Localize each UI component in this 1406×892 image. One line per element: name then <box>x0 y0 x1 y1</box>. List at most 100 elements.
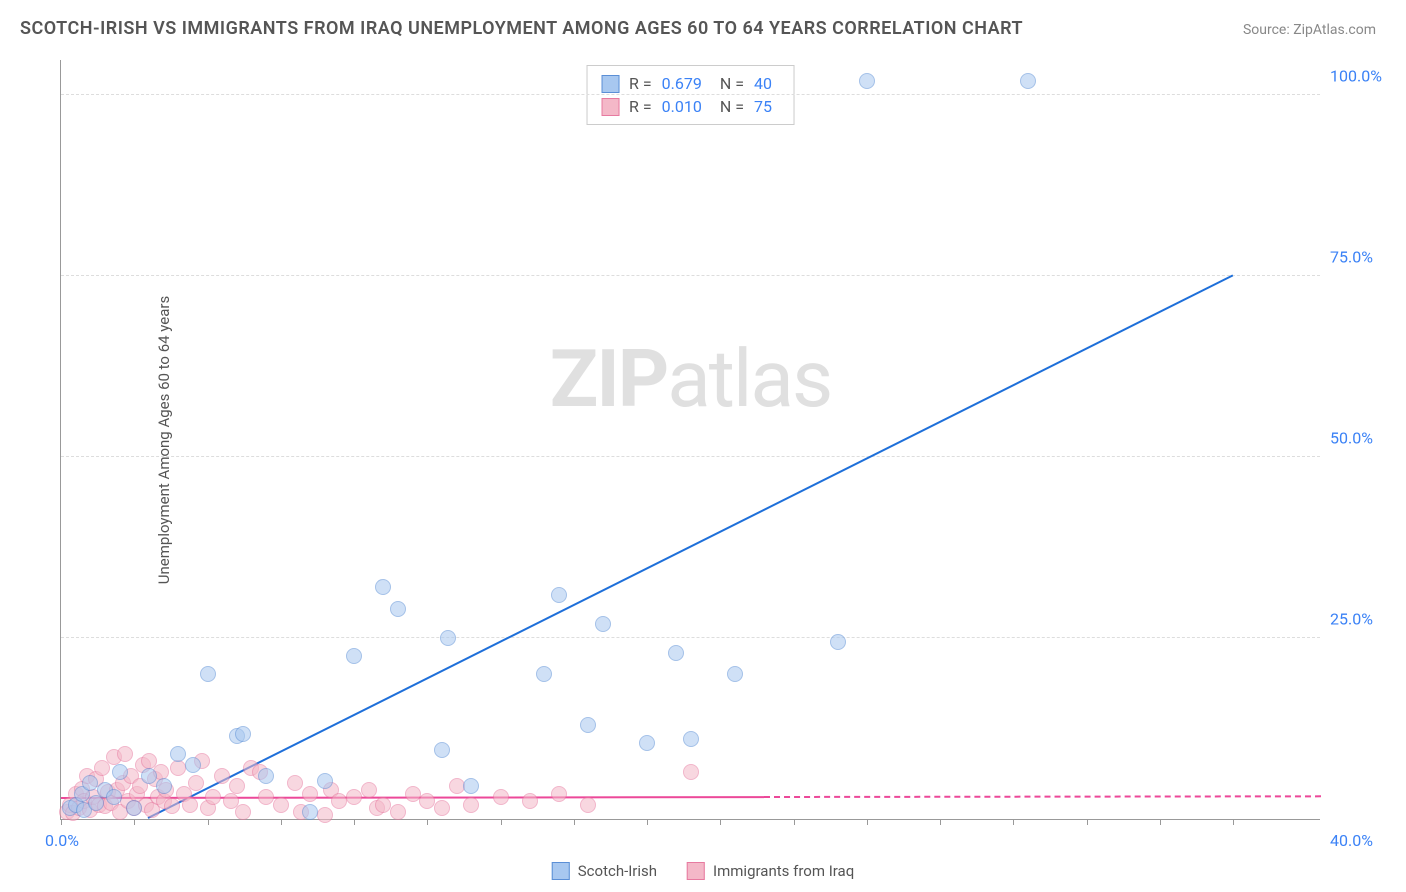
data-point <box>170 746 186 762</box>
legend-item: Immigrants from Iraq <box>687 862 854 880</box>
stats-row: R = 0.679 N = 40 <box>601 72 780 95</box>
data-point <box>317 773 333 789</box>
data-point <box>200 666 216 682</box>
data-point <box>317 807 333 823</box>
data-point <box>170 760 186 776</box>
data-point <box>1020 73 1036 89</box>
data-point <box>390 804 406 820</box>
data-point <box>551 786 567 802</box>
data-point <box>82 775 98 791</box>
y-tick-label: 75.0% <box>1330 248 1390 267</box>
data-point <box>595 616 611 632</box>
gridline <box>61 637 1320 638</box>
stats-row: R =0.010N =75 <box>601 95 780 118</box>
legend-swatch <box>601 98 619 116</box>
data-point <box>346 648 362 664</box>
x-tick <box>354 819 355 825</box>
data-point <box>182 797 198 813</box>
data-point <box>493 789 509 805</box>
data-point <box>463 797 479 813</box>
data-point <box>668 645 684 661</box>
data-point <box>683 764 699 780</box>
x-tick <box>867 819 868 825</box>
data-point <box>405 786 421 802</box>
y-tick-label: 50.0% <box>1330 429 1390 448</box>
data-point <box>126 800 142 816</box>
y-tick-label: 25.0% <box>1330 610 1390 629</box>
watermark-bold: ZIP <box>550 332 668 426</box>
x-tick <box>1013 819 1014 825</box>
data-point <box>258 789 274 805</box>
data-point <box>112 764 128 780</box>
x-tick <box>647 819 648 825</box>
data-point <box>346 789 362 805</box>
data-point <box>156 778 172 794</box>
data-point <box>214 768 230 784</box>
x-tick <box>501 819 502 825</box>
watermark-rest: atlas <box>667 332 831 426</box>
x-axis-min-label: 0.0% <box>45 831 79 850</box>
x-tick <box>940 819 941 825</box>
data-point <box>273 797 289 813</box>
legend-label: Scotch-Irish <box>578 862 657 880</box>
x-tick <box>1160 819 1161 825</box>
stat-r-label: R = <box>629 74 652 93</box>
legend-swatch <box>687 862 705 880</box>
data-point <box>106 789 122 805</box>
stat-n-value: 40 <box>754 74 772 93</box>
plot-region: ZIPatlas R =0.679N =40R =0.010N =75 25.0… <box>60 60 1320 820</box>
data-point <box>375 797 391 813</box>
data-point <box>419 793 435 809</box>
x-tick <box>281 819 282 825</box>
data-point <box>522 793 538 809</box>
watermark: ZIPatlas <box>550 332 831 426</box>
x-tick <box>134 819 135 825</box>
x-tick <box>208 819 209 825</box>
data-point <box>830 634 846 650</box>
legend-swatch <box>552 862 570 880</box>
data-point <box>164 798 180 814</box>
data-point <box>205 789 221 805</box>
source-attribution: Source: ZipAtlas.com <box>1243 22 1376 38</box>
data-point <box>390 601 406 617</box>
data-point <box>258 768 274 784</box>
stat-r-label: R = <box>629 97 652 116</box>
data-point <box>188 775 204 791</box>
x-tick <box>1087 819 1088 825</box>
stat-r-value: 0.679 <box>662 74 702 93</box>
stat-r-value: 0.010 <box>662 97 702 116</box>
legend-label: Immigrants from Iraq <box>713 862 854 880</box>
data-point <box>859 73 875 89</box>
x-tick <box>574 819 575 825</box>
data-point <box>639 735 655 751</box>
gridline <box>61 456 1320 457</box>
data-point <box>229 778 245 794</box>
data-point <box>440 630 456 646</box>
data-point <box>536 666 552 682</box>
stat-n-label: N = <box>720 97 744 116</box>
data-point <box>683 731 699 747</box>
data-point <box>235 726 251 742</box>
data-point <box>580 797 596 813</box>
data-point <box>331 793 347 809</box>
data-point <box>302 804 318 820</box>
gridline <box>61 94 1320 95</box>
data-point <box>235 804 251 820</box>
data-point <box>463 778 479 794</box>
chart-area: Unemployment Among Ages 60 to 64 years Z… <box>60 60 1320 820</box>
bottom-legend: Scotch-Irish Immigrants from Iraq <box>552 862 855 880</box>
data-point <box>361 782 377 798</box>
data-point <box>449 778 465 794</box>
data-point <box>302 786 318 802</box>
gridline <box>61 275 1320 276</box>
data-point <box>185 757 201 773</box>
data-point <box>117 746 133 762</box>
data-point <box>434 742 450 758</box>
data-point <box>141 768 157 784</box>
data-point <box>375 579 391 595</box>
trend-line-dashed <box>764 795 1321 798</box>
x-tick <box>1233 819 1234 825</box>
stat-n-label: N = <box>720 74 744 93</box>
x-tick <box>794 819 795 825</box>
data-point <box>287 775 303 791</box>
